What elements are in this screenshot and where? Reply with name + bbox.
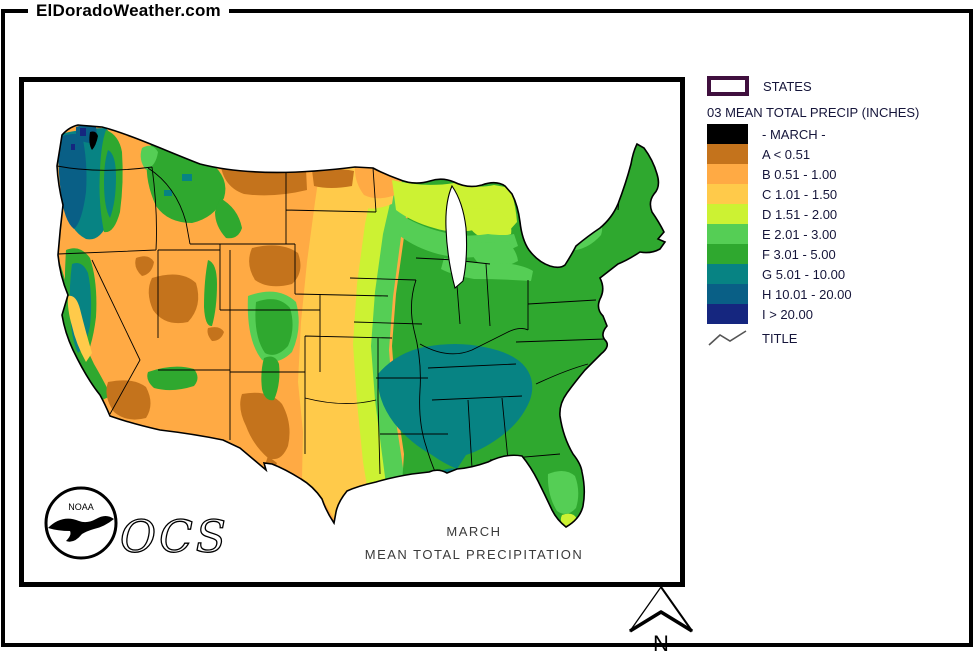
- legend-swatch: [707, 244, 748, 264]
- precip-region-G: [104, 150, 116, 218]
- legend-row: - MARCH -: [707, 124, 919, 144]
- legend-row: E 2.01 - 3.00: [707, 224, 919, 244]
- legend-swatch: [707, 124, 748, 144]
- legend-swatch: [707, 304, 748, 324]
- precip-region-E: [547, 470, 579, 514]
- legend-label: C 1.01 - 1.50: [762, 186, 838, 202]
- legend-label: F 3.01 - 5.00: [762, 246, 836, 262]
- legend: STATES 03 MEAN TOTAL PRECIP (INCHES) - M…: [707, 74, 919, 350]
- legend-label: A < 0.51: [762, 146, 811, 162]
- legend-label: B 0.51 - 1.00: [762, 166, 837, 182]
- precip-region-E: [468, 240, 518, 268]
- legend-row: D 1.51 - 2.00: [707, 204, 919, 224]
- puget-sound: [89, 131, 98, 150]
- us-outline: [56, 124, 667, 528]
- map-box: NOAA OCS MARCH MEAN TOTAL PRECIPITATION: [19, 77, 685, 587]
- precip-region-A: [135, 256, 154, 276]
- legend-row: B 0.51 - 1.00: [707, 164, 919, 184]
- precip-region-F: [147, 366, 198, 391]
- title-label: TITLE: [762, 330, 798, 346]
- legend-swatch: [707, 144, 748, 164]
- noaa-bird-icon: [48, 516, 114, 542]
- compass-north-arrow: N: [628, 584, 694, 657]
- map-title: MARCH MEAN TOTAL PRECIPITATION: [304, 520, 644, 566]
- legend-label: G 5.01 - 10.00: [762, 266, 846, 282]
- legend-row: I > 20.00: [707, 304, 919, 324]
- ocs-label: OCS: [120, 512, 229, 563]
- legend-swatch: [707, 264, 748, 284]
- legend-label: E 2.01 - 3.00: [762, 226, 837, 242]
- precip-region-A: [106, 380, 151, 420]
- noaa-logo: NOAA: [44, 486, 118, 560]
- precip-region-D: [464, 208, 512, 238]
- legend-heading: 03 MEAN TOTAL PRECIP (INCHES): [707, 105, 920, 120]
- precip-region-A: [148, 274, 199, 324]
- precip-region-G: [377, 344, 533, 469]
- legend-swatch: [707, 164, 748, 184]
- legend-row: G 5.01 - 10.00: [707, 264, 919, 284]
- precip-region-A: [240, 392, 290, 460]
- legend-row: H 10.01 - 20.00: [707, 284, 919, 304]
- precip-region-G: [182, 174, 192, 181]
- precip-region-I: [71, 144, 75, 150]
- precip-region-I: [80, 128, 86, 136]
- precip-region-A: [249, 245, 301, 287]
- precip-region-C: [67, 295, 92, 362]
- north-arrow-icon: N: [629, 586, 693, 656]
- precip-region-H: [58, 133, 87, 229]
- legend-title-row: TITLE: [707, 326, 919, 350]
- legend-swatch: [707, 284, 748, 304]
- precip-region-E: [140, 145, 158, 170]
- precip-region-C: [298, 168, 376, 522]
- precip-region-F: [204, 260, 217, 327]
- precip-region-A: [312, 168, 354, 188]
- legend-label: - MARCH -: [762, 126, 826, 142]
- us-precipitation-map: NOAA OCS: [44, 124, 667, 564]
- map-title-line2: MEAN TOTAL PRECIPITATION: [364, 547, 584, 562]
- site-title: ElDoradoWeather.com: [28, 1, 229, 21]
- noaa-label: NOAA: [68, 502, 94, 512]
- precip-region-F: [255, 299, 293, 355]
- legend-row: C 1.01 - 1.50: [707, 184, 919, 204]
- precip-regions: [57, 125, 665, 527]
- legend-states-row: STATES: [707, 74, 919, 98]
- legend-label: I > 20.00: [762, 306, 813, 322]
- precip-region-B: [354, 166, 402, 199]
- states-swatch: [707, 76, 749, 96]
- lake-michigan: [445, 184, 468, 289]
- zigzag-line-icon: [708, 330, 747, 346]
- map-title-line1: MARCH: [446, 524, 502, 539]
- precip-region-D: [562, 209, 571, 215]
- legend-swatch: [707, 184, 748, 204]
- north-label: N: [653, 631, 669, 656]
- page-frame: [1, 9, 973, 647]
- states-label: STATES: [763, 78, 812, 94]
- precip-region-D: [353, 170, 396, 504]
- precip-region-F: [215, 198, 242, 239]
- legend-swatch: [707, 204, 748, 224]
- legend-label: D 1.51 - 2.00: [762, 206, 838, 222]
- precip-region-F: [261, 356, 280, 401]
- precip-region-G: [164, 190, 172, 196]
- precip-region-E: [371, 177, 414, 492]
- precip-region-A: [207, 327, 224, 341]
- legend-swatch: [707, 224, 748, 244]
- legend-row: F 3.01 - 5.00: [707, 244, 919, 264]
- legend-row: A < 0.51: [707, 144, 919, 164]
- legend-label: H 10.01 - 20.00: [762, 286, 852, 302]
